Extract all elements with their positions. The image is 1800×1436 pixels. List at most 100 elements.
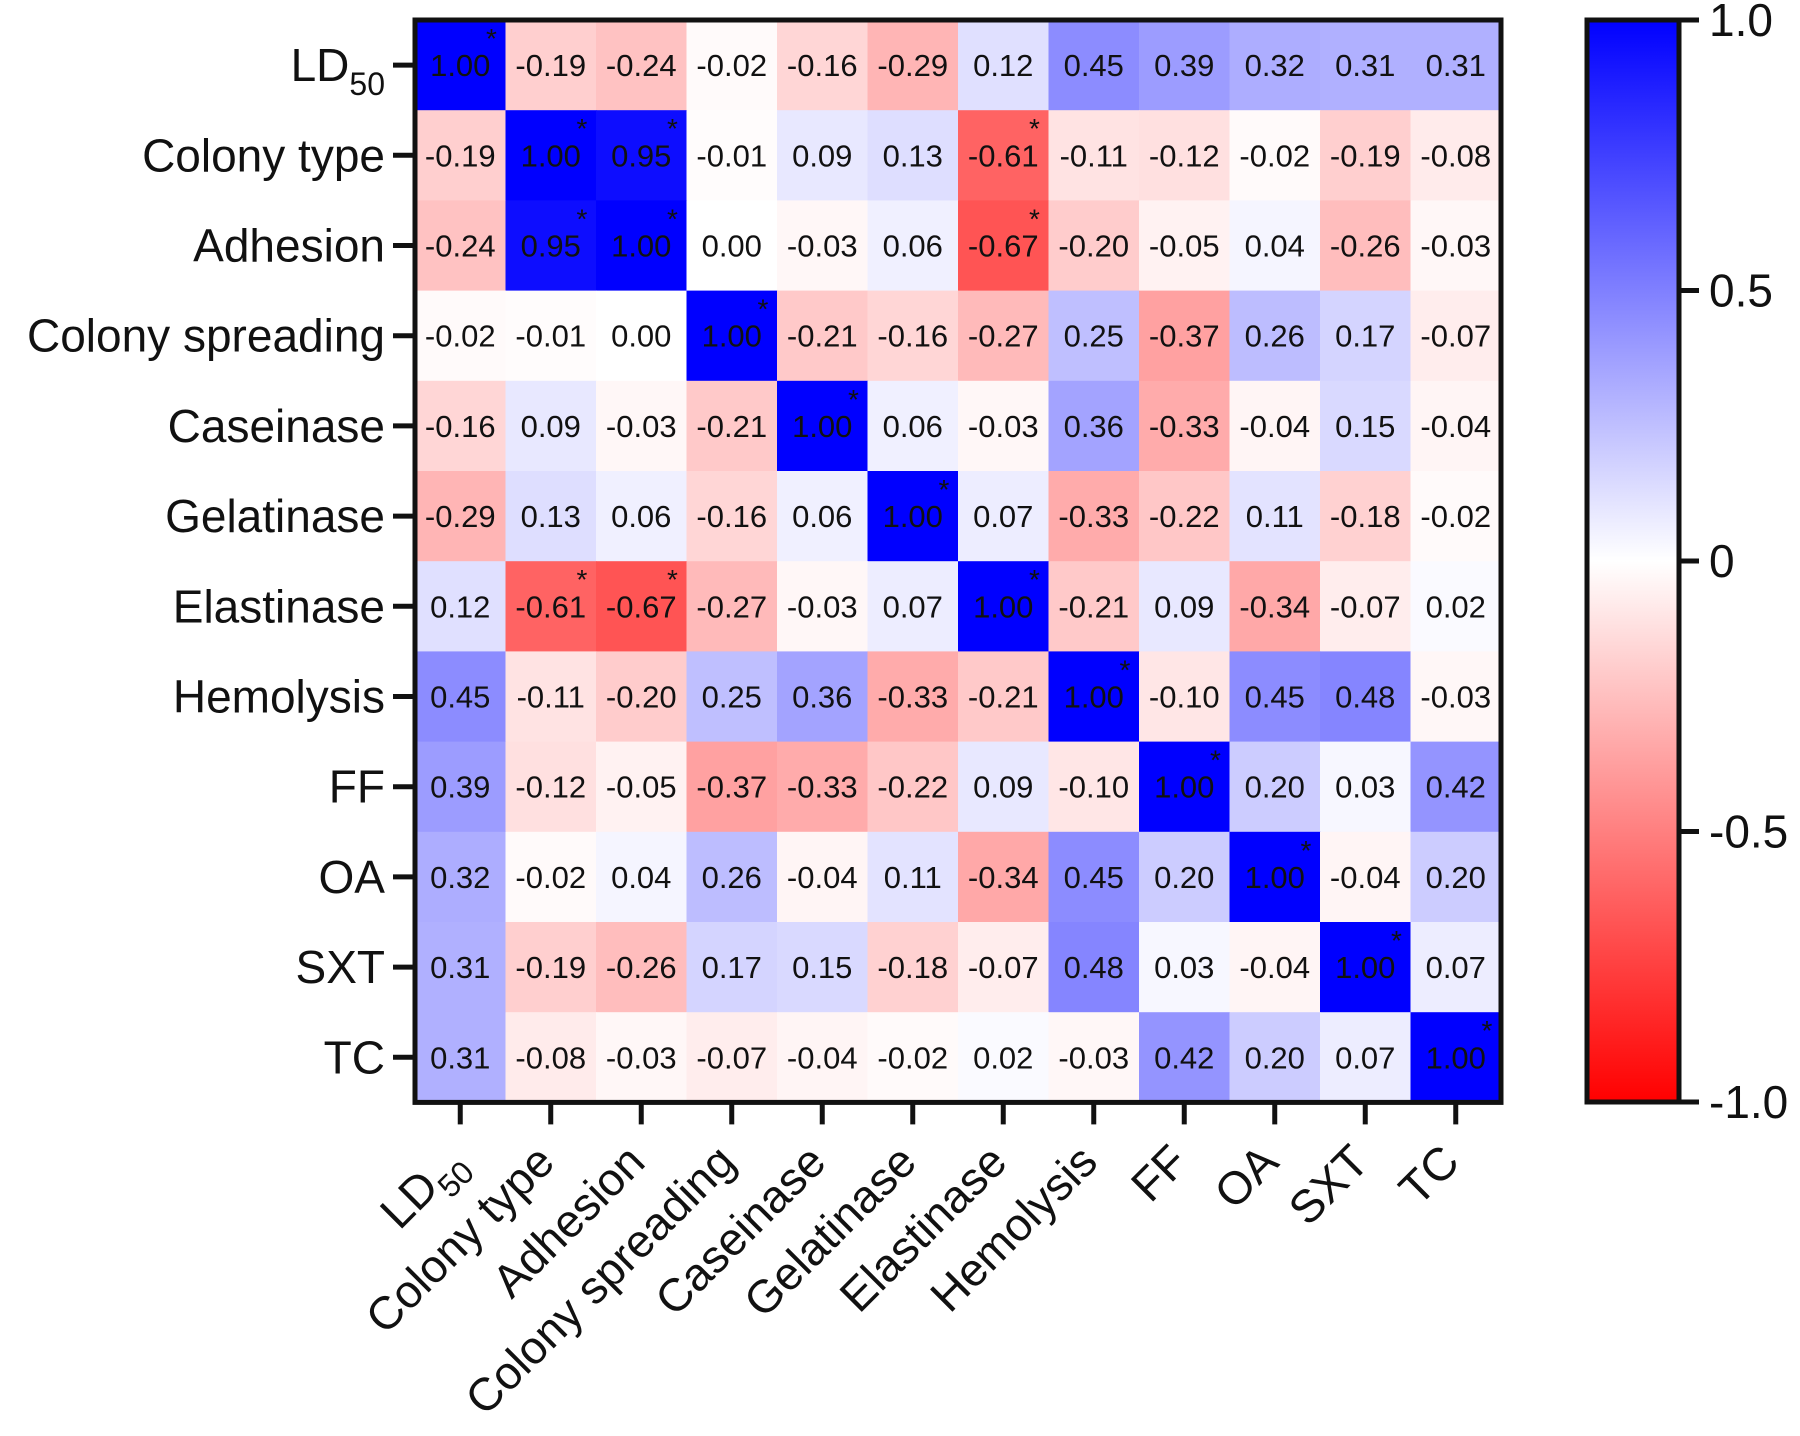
heatmap-cell bbox=[686, 471, 778, 562]
cell-value-label: -0.67 bbox=[968, 229, 1039, 264]
heatmap-cell bbox=[867, 471, 959, 562]
heatmap-cell bbox=[777, 380, 869, 472]
heatmap-cell bbox=[867, 290, 959, 382]
heatmap-cell bbox=[1410, 922, 1502, 1013]
heatmap-cell bbox=[867, 831, 959, 923]
cell-value-label: -0.21 bbox=[968, 680, 1039, 715]
heatmap-cell bbox=[958, 561, 1050, 652]
heatmap-cell bbox=[1410, 471, 1502, 562]
significance-marker: * bbox=[1120, 654, 1131, 685]
cell-value-label: -0.05 bbox=[1149, 229, 1220, 264]
heatmap-cell bbox=[1139, 922, 1231, 1013]
cell-value-label: 0.07 bbox=[1335, 1040, 1395, 1075]
cell-value-label: -0.20 bbox=[606, 680, 677, 715]
cell-value-label: -0.03 bbox=[1420, 680, 1491, 715]
row-label-hemolysis: Hemolysis bbox=[173, 671, 385, 723]
heatmap-cell bbox=[867, 922, 959, 1013]
cell-value-label: 0.48 bbox=[1335, 680, 1395, 715]
heatmap-cell bbox=[1410, 831, 1502, 923]
cell-value-label: -0.03 bbox=[787, 589, 858, 624]
cell-value-label: 1.00 bbox=[792, 409, 852, 444]
cell-value-label: -0.02 bbox=[696, 48, 767, 83]
heatmap-cell bbox=[596, 651, 688, 743]
cell-value-label: -0.24 bbox=[425, 229, 496, 264]
cell-value-label: -0.16 bbox=[877, 319, 948, 354]
cell-value-label: -0.27 bbox=[968, 319, 1039, 354]
heatmap-cell bbox=[777, 110, 869, 201]
cell-value-label: -0.02 bbox=[515, 860, 586, 895]
heatmap-cell bbox=[1048, 831, 1140, 923]
heatmap-cell bbox=[1320, 290, 1412, 382]
heatmap-cell bbox=[1410, 561, 1502, 652]
cell-value-label: -0.10 bbox=[1058, 770, 1129, 805]
cell-value-label: 0.13 bbox=[521, 499, 581, 534]
heatmap-cell bbox=[415, 831, 507, 923]
heatmap-cell bbox=[505, 1012, 597, 1103]
cell-value-label: 0.26 bbox=[1245, 319, 1305, 354]
cell-value-label: 0.20 bbox=[1426, 860, 1486, 895]
row-label-elastinase: Elastinase bbox=[173, 580, 385, 632]
cell-value-label: 0.06 bbox=[883, 229, 943, 264]
cell-value-label: 0.31 bbox=[1335, 48, 1395, 83]
cell-value-label: 1.00 bbox=[1426, 1040, 1486, 1075]
cell-value-label: 0.42 bbox=[1426, 770, 1486, 805]
cell-value-label: 0.25 bbox=[1064, 319, 1124, 354]
heatmap-cell bbox=[505, 831, 597, 923]
cell-value-label: -0.61 bbox=[968, 138, 1039, 173]
cell-value-label: -0.33 bbox=[1149, 409, 1220, 444]
cell-value-label: 0.20 bbox=[1245, 1040, 1305, 1075]
cell-value-label: 0.09 bbox=[973, 770, 1033, 805]
heatmap-cell bbox=[777, 471, 869, 562]
cell-value-label: 0.95 bbox=[521, 229, 581, 264]
column-label-oa: OA bbox=[1204, 1134, 1288, 1218]
significance-marker: * bbox=[577, 564, 588, 595]
heatmap-cell bbox=[958, 922, 1050, 1013]
cell-value-label: -0.21 bbox=[787, 319, 858, 354]
cell-value-label: -0.21 bbox=[696, 409, 767, 444]
cell-value-label: -0.11 bbox=[517, 680, 585, 715]
heatmap-cell bbox=[958, 380, 1050, 472]
cell-value-label: -0.16 bbox=[696, 499, 767, 534]
cell-value-label: -0.08 bbox=[1420, 138, 1491, 173]
heatmap-cell bbox=[596, 110, 688, 201]
cell-value-label: 0.32 bbox=[1245, 48, 1305, 83]
heatmap-cell bbox=[1229, 110, 1321, 201]
heatmap-cell bbox=[686, 741, 778, 833]
cell-value-label: -0.03 bbox=[606, 409, 677, 444]
cell-value-label: -0.34 bbox=[968, 860, 1039, 895]
heatmap-cell bbox=[867, 1012, 959, 1103]
row-label-colony-type: Colony type bbox=[142, 129, 385, 181]
row-label-colony-spreading: Colony spreading bbox=[27, 310, 385, 362]
heatmap-cell bbox=[1229, 922, 1321, 1013]
significance-marker: * bbox=[1029, 113, 1040, 144]
cell-value-label: 0.31 bbox=[1426, 48, 1486, 83]
heatmap-cell bbox=[686, 831, 778, 923]
heatmap-cell bbox=[596, 20, 688, 111]
cell-value-label: 0.20 bbox=[1245, 770, 1305, 805]
column-label-ff: FF bbox=[1121, 1135, 1198, 1212]
cell-value-label: -0.02 bbox=[425, 319, 496, 354]
cell-value-label: -0.29 bbox=[425, 499, 496, 534]
heatmap-cell bbox=[1139, 380, 1231, 472]
cell-value-label: -0.19 bbox=[515, 48, 586, 83]
heatmap-cell bbox=[1410, 290, 1502, 382]
heatmap-cell bbox=[505, 200, 597, 292]
cell-value-label: -0.12 bbox=[1149, 138, 1220, 173]
heatmap-cell bbox=[1410, 200, 1502, 292]
cell-value-label: -0.22 bbox=[877, 770, 948, 805]
row-label-sxt: SXT bbox=[296, 941, 385, 993]
cell-value-label: 0.39 bbox=[1154, 48, 1214, 83]
cell-value-label: 0.26 bbox=[702, 860, 762, 895]
cell-value-label: -0.26 bbox=[1330, 229, 1401, 264]
colorbar-gradient bbox=[1584, 17, 1682, 1105]
cell-value-label: -0.04 bbox=[787, 1040, 858, 1075]
cell-value-label: 1.00 bbox=[611, 229, 671, 264]
cell-value-label: -0.03 bbox=[787, 229, 858, 264]
heatmap-cell bbox=[1229, 651, 1321, 743]
colorbar-tick-label: -0.5 bbox=[1709, 806, 1788, 858]
cell-value-label: -0.04 bbox=[1239, 950, 1310, 985]
cell-value-label: -0.02 bbox=[877, 1040, 948, 1075]
heatmap-cell bbox=[1139, 290, 1231, 382]
heatmap-cell bbox=[596, 831, 688, 923]
heatmap-cell bbox=[415, 922, 507, 1013]
